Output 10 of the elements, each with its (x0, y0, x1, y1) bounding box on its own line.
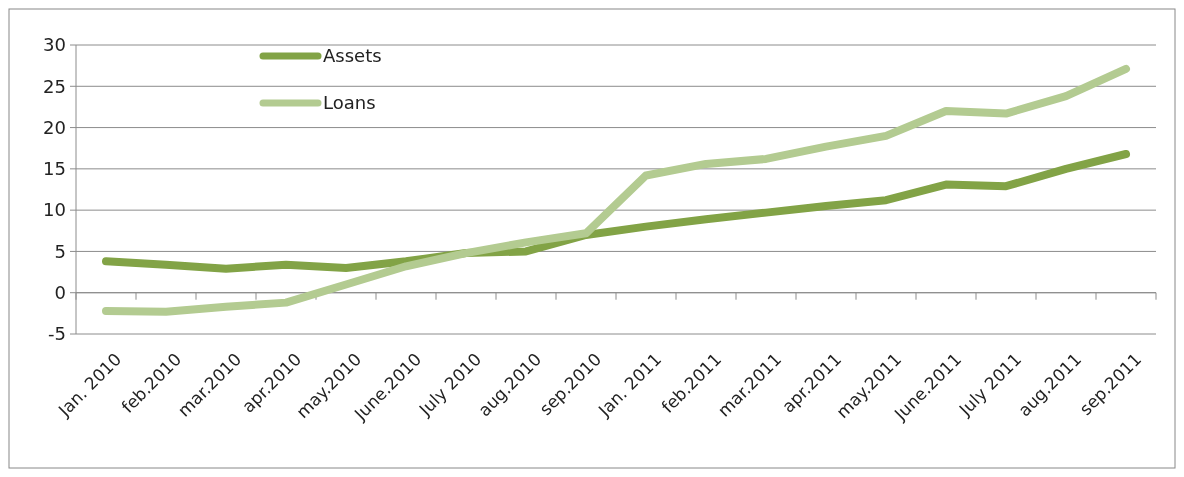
legend-label: Assets (323, 45, 382, 67)
y-tick-label: 25 (43, 75, 66, 97)
y-tick-label: 10 (43, 199, 66, 221)
y-tick-label: -5 (48, 323, 66, 345)
legend-label: Loans (323, 92, 376, 114)
y-tick-label: 0 (54, 282, 66, 304)
y-tick-label: 5 (54, 240, 66, 262)
y-tick-label: 15 (43, 158, 66, 180)
y-tick-label: 20 (43, 116, 66, 138)
y-tick-label: 30 (43, 34, 66, 56)
